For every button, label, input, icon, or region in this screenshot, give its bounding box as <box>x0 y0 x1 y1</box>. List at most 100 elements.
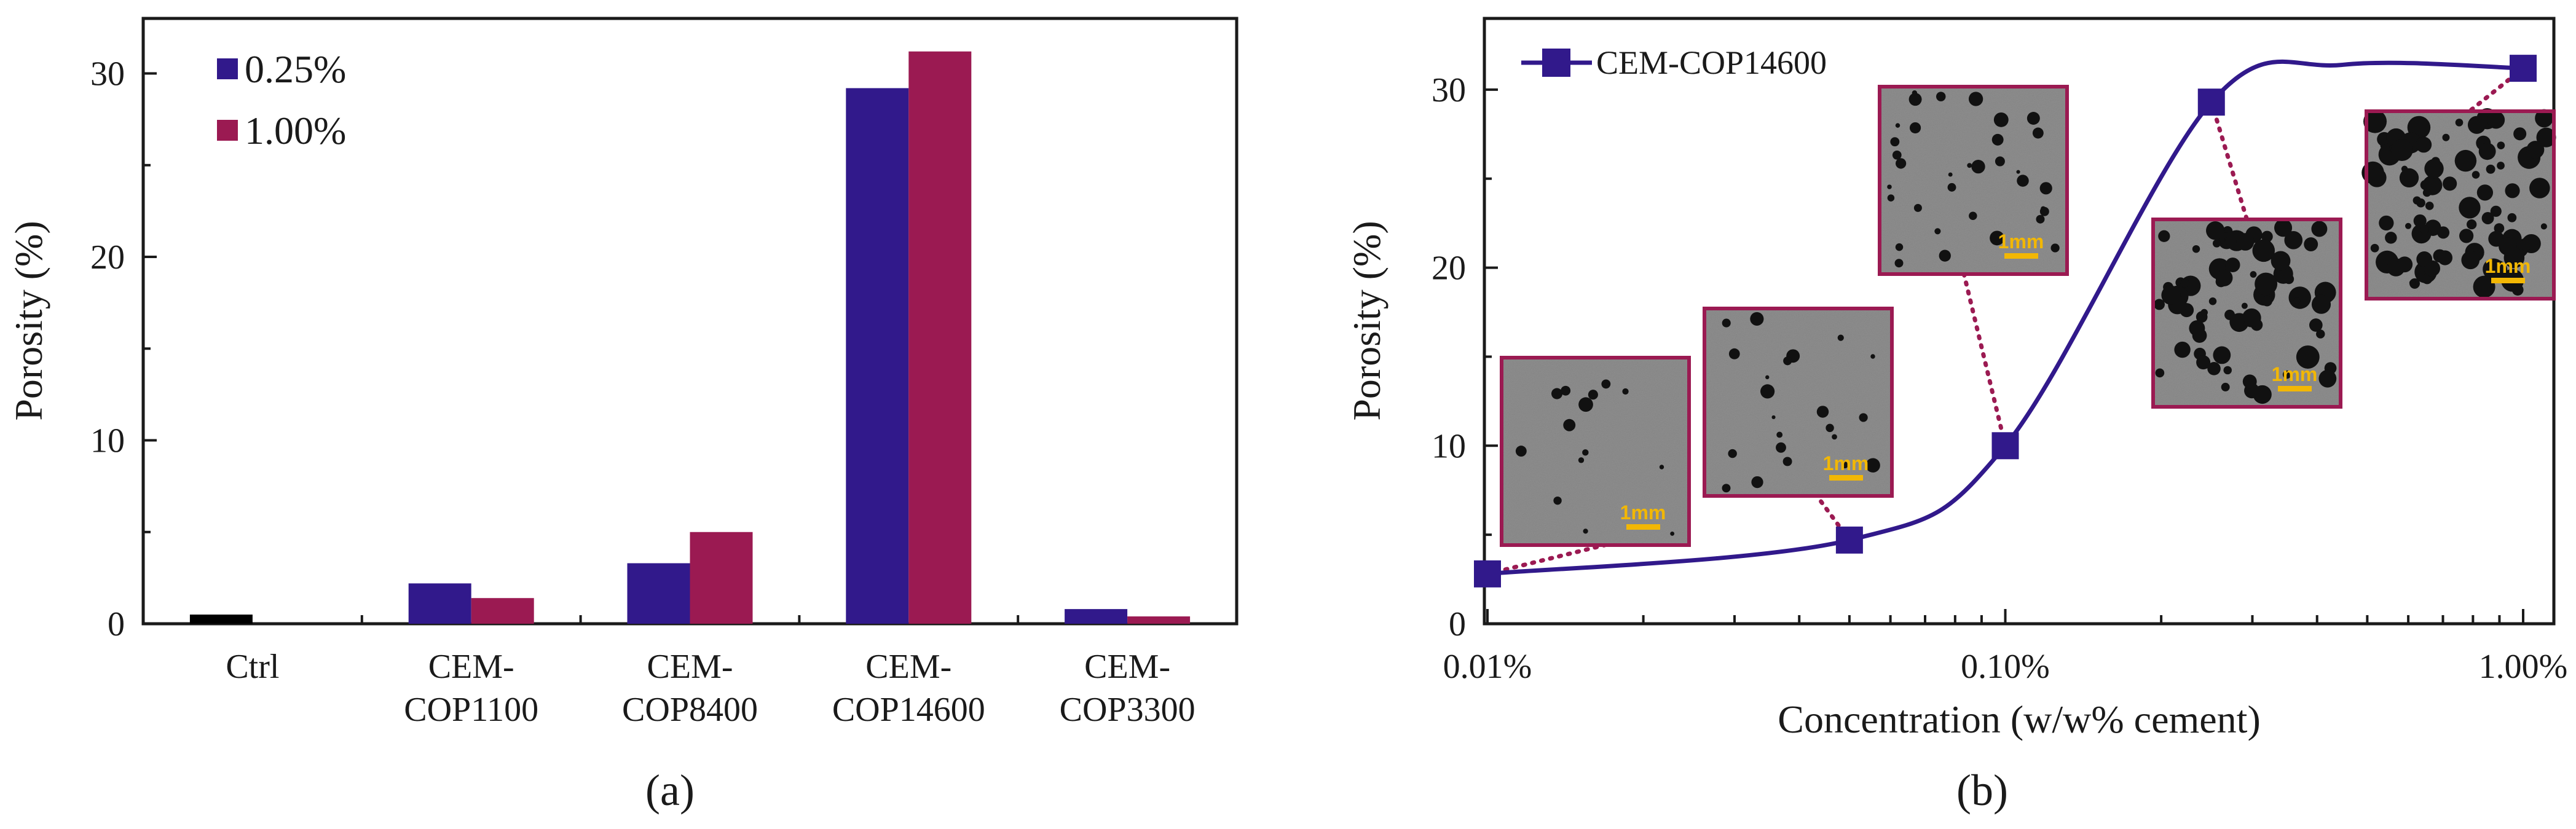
pore <box>1561 385 1571 396</box>
legend-a: 0.25% 1.00% <box>217 47 346 152</box>
data-point <box>2510 55 2537 82</box>
pore <box>1859 413 1868 422</box>
category-labels-a: Ctrl CEM-COP1100 CEM-COP8400 CEM-COP14600 CE… <box>226 615 1195 729</box>
pore <box>1728 348 1740 359</box>
data-point <box>1474 560 1501 587</box>
pore <box>1895 158 1907 169</box>
pore <box>2032 127 2044 139</box>
inset-scale-label: 1mm <box>1998 230 2044 253</box>
pore <box>2212 239 2221 248</box>
bar <box>1065 609 1128 624</box>
pore <box>2385 232 2397 244</box>
pore <box>2039 182 2052 195</box>
inset-scale-bar <box>1829 475 1863 481</box>
pore <box>2405 222 2412 229</box>
panel-label-a: (a) <box>645 766 695 815</box>
pore <box>2255 272 2278 296</box>
x-axis-label-b: Concentration (w/w% cement) <box>1778 697 2261 741</box>
pore <box>1841 462 1848 469</box>
panel-label-b-text: (b) <box>1956 766 2008 815</box>
pore <box>1990 230 2004 246</box>
y-tick-label-a: 0 <box>108 605 125 643</box>
pore <box>2196 355 2211 370</box>
pore <box>2304 237 2318 251</box>
pore <box>2221 382 2230 391</box>
pore <box>2397 256 2413 273</box>
pore <box>2208 297 2217 305</box>
pore <box>2425 202 2434 210</box>
pore <box>2363 109 2387 133</box>
pore <box>2296 345 2320 369</box>
pore <box>2490 205 2502 217</box>
pore <box>2271 251 2291 271</box>
pore <box>2442 133 2450 141</box>
pore <box>2420 225 2429 234</box>
category-label-a: Ctrl <box>226 648 279 686</box>
panel-b-line-chart: 0 10 20 30 0.01% 0.10% 1.00% 1mm 1mm 1mm 1mm1mm … <box>1345 17 2568 815</box>
pore <box>2180 278 2189 288</box>
pore <box>1659 465 1664 470</box>
pore <box>1934 228 1941 235</box>
inset-scale-label: 1mm <box>2485 255 2531 277</box>
pore <box>2050 243 2060 253</box>
pore <box>2467 116 2486 134</box>
pore <box>2497 141 2505 149</box>
pore <box>1967 163 1972 168</box>
pore <box>1553 496 1562 505</box>
pore <box>1582 449 1589 456</box>
series-markers-b <box>1474 55 2537 587</box>
inset-scale-label: 1mm <box>2272 363 2318 385</box>
pore <box>2422 188 2432 197</box>
pore <box>2540 223 2547 230</box>
pore <box>1551 388 1563 399</box>
pore <box>2416 198 2425 208</box>
inset-border <box>1878 85 2069 276</box>
pore <box>2526 141 2545 159</box>
y-axis-ticks-b: 0 10 20 30 <box>1432 71 1498 643</box>
pore <box>1887 194 1895 202</box>
legend-label-025: 0.25% <box>245 47 346 91</box>
pore <box>2487 260 2508 280</box>
pore <box>2274 219 2293 237</box>
panel-label-b: (b) <box>1956 766 2008 815</box>
pore <box>1968 92 1983 106</box>
pore <box>2513 127 2527 141</box>
pore <box>2536 127 2556 147</box>
pore <box>2027 112 2040 125</box>
pore <box>2036 214 2045 224</box>
pore <box>1583 528 1588 534</box>
pore <box>2242 308 2261 328</box>
series-line-b <box>1487 59 2524 576</box>
x-tick-label-b: 1.00% <box>2479 648 2568 686</box>
micrograph-inset: 1mm <box>2151 218 2342 409</box>
pore <box>1895 243 1904 251</box>
pore <box>2472 171 2480 179</box>
pore <box>2017 175 2029 187</box>
pore <box>2529 178 2550 198</box>
inset-connector <box>1485 543 1607 576</box>
pore <box>1826 423 1834 433</box>
pore <box>1894 259 1904 268</box>
pore <box>1722 484 1731 493</box>
pore <box>1939 249 1951 262</box>
inset-border <box>2151 218 2342 409</box>
pore <box>1622 388 1629 395</box>
pore <box>2487 111 2505 129</box>
pore <box>2189 320 2205 337</box>
pore <box>2288 286 2311 309</box>
pore <box>1890 137 1900 147</box>
pore <box>2519 238 2532 251</box>
pore <box>2223 366 2232 375</box>
inset-background <box>1704 308 1892 496</box>
pore <box>1912 90 1918 96</box>
pore <box>2200 308 2208 316</box>
category-label-a: CEM-COP8400 <box>622 648 758 729</box>
pore <box>1578 397 1593 412</box>
pore <box>1783 356 1792 366</box>
pore <box>1601 379 1611 389</box>
pore <box>1887 184 1892 189</box>
pore <box>1515 446 1527 457</box>
inset-scale-label: 1mm <box>1823 452 1869 474</box>
pore <box>2293 297 2301 304</box>
